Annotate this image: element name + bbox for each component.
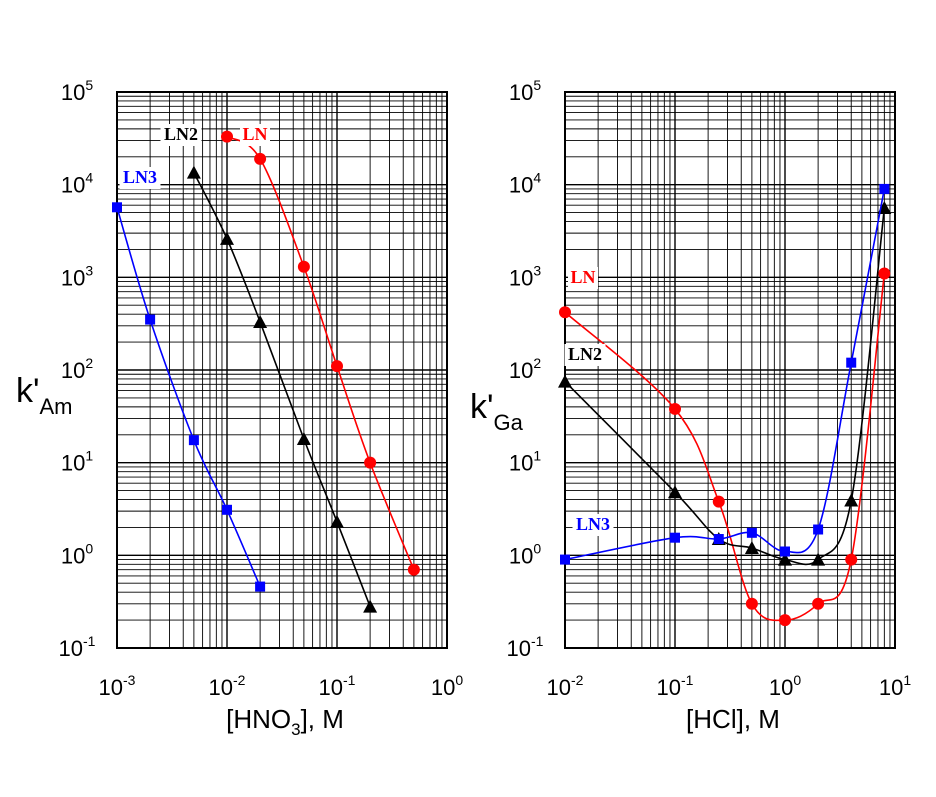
data-point <box>330 514 344 528</box>
data-point <box>221 130 233 143</box>
data-point <box>778 552 792 566</box>
data-point <box>363 599 378 613</box>
data-point <box>188 435 199 446</box>
series-label-bg <box>564 344 606 366</box>
y-axis-label: k'Ga <box>470 388 524 435</box>
series-ln: LN <box>221 124 420 576</box>
data-point <box>845 553 858 566</box>
series-label: LN3 <box>576 514 610 534</box>
data-point <box>253 314 268 328</box>
x-tick-label: 10-2 <box>547 672 584 700</box>
data-point <box>878 267 891 280</box>
series-label: LN2 <box>164 124 198 144</box>
data-point <box>879 183 890 194</box>
data-point <box>746 527 757 538</box>
series-ln3: LN3 <box>112 167 266 592</box>
data-point <box>813 524 824 535</box>
y-tick-label: 101 <box>61 448 93 476</box>
x-tick-label: 101 <box>879 672 911 700</box>
x-tick-label: 10-3 <box>99 672 136 700</box>
data-point <box>558 374 572 388</box>
plot-frame <box>564 91 896 649</box>
x-tick-label: 100 <box>431 672 463 700</box>
series-line <box>116 207 261 587</box>
data-point <box>668 485 682 499</box>
data-point <box>407 563 420 576</box>
data-point <box>222 504 232 515</box>
y-tick-label: 100 <box>509 540 541 568</box>
x-axis-label: [HNO3], M <box>226 704 344 739</box>
series-label-bg <box>160 124 202 146</box>
chart-panel-1: 10-3 10-2 10-1 100 10-1 100 101 102 103 104 105 k'A… <box>16 77 463 739</box>
data-point <box>713 534 724 545</box>
data-point <box>846 357 857 368</box>
series-ln2: LN2 <box>160 124 378 613</box>
grid <box>564 92 895 649</box>
plot-frame <box>116 91 448 649</box>
x-tick-label: 10-1 <box>657 672 694 700</box>
data-point <box>559 306 571 319</box>
y-tick-label: 10-1 <box>507 633 544 661</box>
series-label: LN2 <box>568 344 602 364</box>
y-tick-label: 103 <box>61 262 93 290</box>
y-tick-label: 102 <box>61 355 93 383</box>
data-point <box>255 581 266 592</box>
data-point <box>669 402 681 415</box>
data-point <box>296 432 311 446</box>
series-label-bg <box>572 514 614 536</box>
y-tick-label: 105 <box>509 77 541 105</box>
x-axis-label: [HCl], M <box>686 704 780 734</box>
series-label-bg <box>568 267 598 289</box>
data-point <box>812 597 825 610</box>
y-tick-label: 100 <box>61 540 93 568</box>
chart-panel-2: 10-2 10-1 100 10110-1100101102103104105k'Ga… <box>470 77 911 734</box>
y-tick-label: 105 <box>61 77 93 105</box>
series-label: LN <box>242 124 267 144</box>
data-point <box>744 540 759 554</box>
x-tick-label: 100 <box>769 672 801 700</box>
y-tick-label: 104 <box>61 170 93 198</box>
series-label-bg <box>119 167 161 189</box>
data-point <box>220 231 234 245</box>
series-ln: LN <box>559 267 891 627</box>
data-point <box>811 552 826 566</box>
data-point <box>112 202 122 213</box>
data-point <box>145 314 156 325</box>
data-point <box>297 260 310 273</box>
data-point <box>186 165 201 179</box>
data-point <box>712 495 725 508</box>
data-point <box>670 532 680 543</box>
data-point <box>364 456 377 469</box>
data-point <box>779 614 791 627</box>
grid <box>116 92 447 649</box>
y-tick-label: 103 <box>509 262 541 290</box>
data-point <box>780 546 790 557</box>
data-point <box>560 554 570 565</box>
series-label: LN <box>570 267 595 287</box>
data-point <box>331 360 343 373</box>
data-point <box>745 597 758 610</box>
y-tick-label: 101 <box>509 448 541 476</box>
series-line <box>226 135 415 570</box>
data-point <box>254 152 267 165</box>
x-tick-label: 10-1 <box>319 672 356 700</box>
series-line <box>193 172 371 607</box>
series-ln3: LN3 <box>560 183 890 565</box>
y-axis-label: k'Am <box>16 372 73 419</box>
series-label-bg <box>240 124 270 146</box>
y-tick-label: 10-1 <box>59 633 96 661</box>
y-tick-label: 102 <box>509 355 541 383</box>
y-tick-label: 104 <box>509 170 541 198</box>
series-label: LN3 <box>123 167 157 187</box>
x-tick-label: 10-2 <box>209 672 246 700</box>
data-point <box>844 493 859 507</box>
